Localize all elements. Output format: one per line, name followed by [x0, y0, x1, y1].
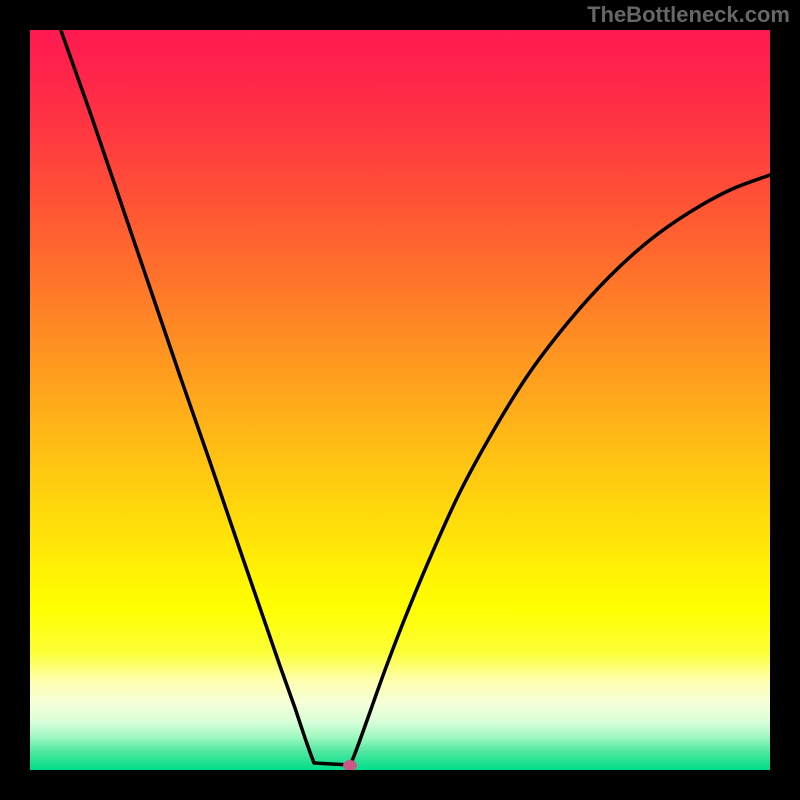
watermark-label: TheBottleneck.com: [587, 2, 790, 28]
chart-container: TheBottleneck.com: [0, 0, 800, 800]
plot-area: [30, 30, 770, 770]
minimum-marker: [343, 760, 357, 771]
bottleneck-curve: [30, 30, 770, 770]
